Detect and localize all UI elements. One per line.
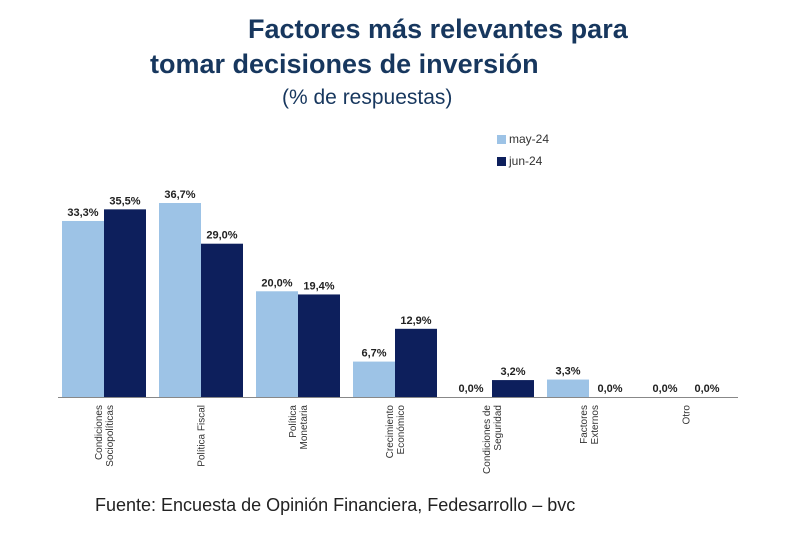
category-label-3: Crecimiento Económico [385, 405, 407, 459]
category-label-6: Otro [682, 405, 693, 425]
chart-subtitle: (% de respuestas) [282, 86, 453, 109]
legend-item-may-24: may-24 [497, 128, 549, 150]
data-label-may-24-0: 33,3% [67, 207, 98, 219]
bar-may-24-1 [159, 203, 201, 397]
category-label-line: Externos [590, 405, 601, 444]
category-label-line: Condiciones de [482, 405, 493, 474]
data-label-may-24-1: 36,7% [164, 189, 195, 201]
data-label-jun-24-0: 35,5% [109, 195, 140, 207]
bar-jun-24-0 [104, 209, 146, 397]
bar-may-24-2 [256, 291, 298, 397]
legend-swatch-jun-24 [497, 156, 506, 166]
category-label-1: Política Fiscal [197, 405, 208, 467]
category-label-0: Condiciones Sociopolíticas [94, 405, 116, 467]
data-label-jun-24-4: 3,2% [500, 366, 525, 378]
data-label-may-24-6: 0,0% [652, 383, 677, 395]
chart-title-line2: tomar decisiones de inversión [150, 49, 539, 79]
data-label-jun-24-3: 12,9% [400, 315, 431, 327]
bar-jun-24-1 [201, 243, 243, 397]
category-label-line: Monetaria [299, 405, 310, 450]
bar-may-24-5 [547, 379, 589, 397]
category-label-line: Económico [396, 405, 407, 455]
legend-label-may-24: may-24 [509, 132, 550, 146]
chart-title-line1: Factores más relevantes para [248, 14, 628, 44]
data-label-may-24-3: 6,7% [361, 348, 386, 360]
category-label-line: Crecimiento [385, 405, 396, 459]
category-label-line: Política [288, 405, 299, 438]
legend-label-jun-24: jun-24 [509, 154, 543, 168]
data-label-may-24-2: 20,0% [261, 277, 292, 289]
category-label-line: Condiciones [94, 405, 105, 460]
category-label-line: Otro [682, 405, 693, 425]
data-label-jun-24-5: 0,0% [597, 383, 622, 395]
bar-jun-24-2 [298, 294, 340, 397]
legend-item-jun-24: jun-24 [497, 150, 549, 172]
category-label-2: Política Monetaria [288, 405, 310, 450]
data-label-may-24-5: 3,3% [555, 366, 580, 378]
legend: may-24 jun-24 [497, 128, 549, 172]
bar-jun-24-4 [492, 380, 534, 397]
bar-jun-24-3 [395, 328, 437, 397]
data-label-jun-24-2: 19,4% [303, 280, 334, 292]
bar-may-24-3 [353, 361, 395, 397]
legend-swatch-may-24 [497, 134, 506, 144]
category-label-line: Política Fiscal [197, 405, 208, 467]
data-label-jun-24-6: 0,0% [694, 383, 719, 395]
category-label-line: Factores [579, 405, 590, 444]
category-label-line: Seguridad [493, 405, 504, 451]
source-note: Fuente: Encuesta de Opinión Financiera, … [95, 495, 576, 515]
bar-may-24-0 [62, 220, 104, 397]
category-label-5: Factores Externos [579, 405, 601, 444]
category-label-4: Condiciones de Seguridad [482, 405, 504, 474]
data-label-jun-24-1: 29,0% [206, 230, 237, 242]
category-label-line: Sociopolíticas [105, 405, 116, 467]
data-label-may-24-4: 0,0% [458, 383, 483, 395]
